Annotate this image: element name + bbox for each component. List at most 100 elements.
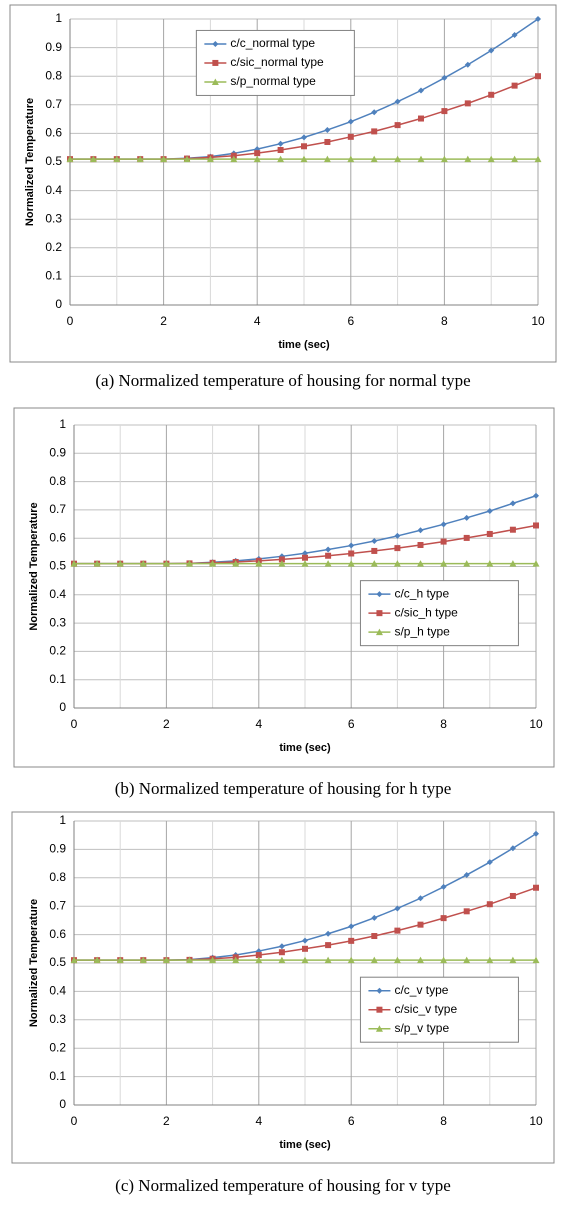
- marker: [230, 155, 238, 163]
- legend-label: s/p_v type: [394, 1021, 449, 1035]
- marker: [509, 500, 516, 507]
- marker: [302, 945, 308, 952]
- marker: [348, 923, 355, 930]
- marker: [486, 560, 494, 567]
- legend-label: c/sic_v type: [394, 1002, 457, 1016]
- marker: [486, 508, 493, 515]
- y-tick-label: 0: [59, 700, 66, 714]
- y-tick-label: 0.5: [49, 559, 66, 573]
- y-tick-label: 0.4: [45, 183, 62, 197]
- y-tick-label: 0.5: [45, 154, 62, 168]
- marker: [375, 1025, 383, 1032]
- marker: [488, 91, 495, 98]
- marker: [393, 956, 401, 964]
- marker: [440, 883, 447, 890]
- y-tick-label: 0.4: [49, 984, 66, 998]
- y-tick-label: 0.7: [49, 898, 66, 912]
- chart: 00.10.20.30.40.50.60.70.80.910 2 4 6 8 10time…: [11, 811, 555, 1195]
- y-tick-label: 0.7: [45, 97, 62, 111]
- marker: [486, 530, 493, 537]
- marker: [301, 134, 307, 141]
- x-tick-label: 8: [440, 1114, 447, 1128]
- marker: [371, 933, 378, 940]
- marker: [376, 987, 383, 994]
- legend-label: c/c_v type: [394, 983, 448, 997]
- marker: [441, 108, 448, 115]
- x-tick-label: 4: [255, 1114, 262, 1128]
- marker: [255, 952, 262, 959]
- marker: [417, 956, 424, 964]
- marker: [116, 956, 124, 964]
- marker: [371, 109, 378, 116]
- marker: [347, 155, 355, 163]
- legend-label: c/c_normal type: [230, 36, 315, 50]
- marker: [417, 155, 425, 163]
- marker: [463, 514, 470, 521]
- caption: (c) Normalized temperature of housing fo…: [115, 1176, 451, 1195]
- caption: (b) Normalized temperature of housing fo…: [115, 779, 452, 798]
- legend-label: c/sic_normal type: [230, 55, 324, 69]
- marker: [324, 138, 331, 145]
- marker: [183, 155, 191, 163]
- marker: [66, 155, 74, 163]
- marker: [347, 118, 354, 125]
- marker: [533, 492, 539, 499]
- marker: [347, 133, 354, 140]
- x-tick-label: 0: [71, 1114, 78, 1128]
- marker: [509, 956, 517, 964]
- marker: [324, 956, 332, 964]
- marker: [535, 16, 541, 22]
- marker: [440, 560, 448, 567]
- x-tick-label: 0: [67, 314, 74, 328]
- x-tick-label: 4: [254, 314, 261, 328]
- marker: [376, 591, 383, 598]
- y-tick-label: 0.8: [49, 870, 66, 884]
- marker: [348, 937, 355, 944]
- marker: [302, 550, 308, 557]
- marker: [162, 560, 170, 567]
- marker: [464, 155, 472, 163]
- marker: [486, 859, 493, 866]
- y-tick-label: 0.5: [49, 955, 66, 969]
- marker: [463, 534, 470, 541]
- marker: [376, 610, 383, 617]
- marker: [532, 956, 540, 964]
- x-tick-label: 2: [160, 314, 167, 328]
- marker: [394, 927, 401, 934]
- marker: [70, 560, 78, 567]
- marker: [212, 40, 219, 47]
- y-tick-label: 0: [55, 297, 62, 311]
- marker: [370, 956, 378, 964]
- legend-label: c/sic_h type: [394, 605, 458, 619]
- marker: [533, 522, 539, 529]
- marker: [464, 61, 471, 68]
- marker: [533, 884, 539, 891]
- y-tick-label: 0.2: [49, 644, 66, 658]
- marker: [509, 845, 516, 852]
- x-tick-label: 4: [255, 717, 262, 731]
- marker: [302, 554, 308, 561]
- marker: [348, 550, 355, 557]
- marker: [89, 155, 97, 163]
- marker: [211, 78, 219, 85]
- marker: [302, 937, 308, 944]
- marker: [255, 560, 263, 567]
- marker: [232, 560, 240, 567]
- marker: [463, 560, 471, 567]
- marker: [93, 956, 101, 964]
- y-tick-label: 0.3: [45, 211, 62, 225]
- marker: [301, 560, 309, 567]
- marker: [440, 956, 448, 964]
- marker: [488, 47, 495, 54]
- marker: [440, 155, 448, 163]
- marker: [209, 560, 217, 567]
- x-tick-label: 2: [163, 1114, 170, 1128]
- marker: [325, 552, 332, 559]
- marker: [278, 560, 286, 567]
- marker: [418, 115, 424, 122]
- marker: [486, 956, 494, 964]
- marker: [232, 956, 240, 964]
- marker: [301, 143, 307, 150]
- marker: [509, 526, 516, 533]
- marker: [325, 930, 332, 937]
